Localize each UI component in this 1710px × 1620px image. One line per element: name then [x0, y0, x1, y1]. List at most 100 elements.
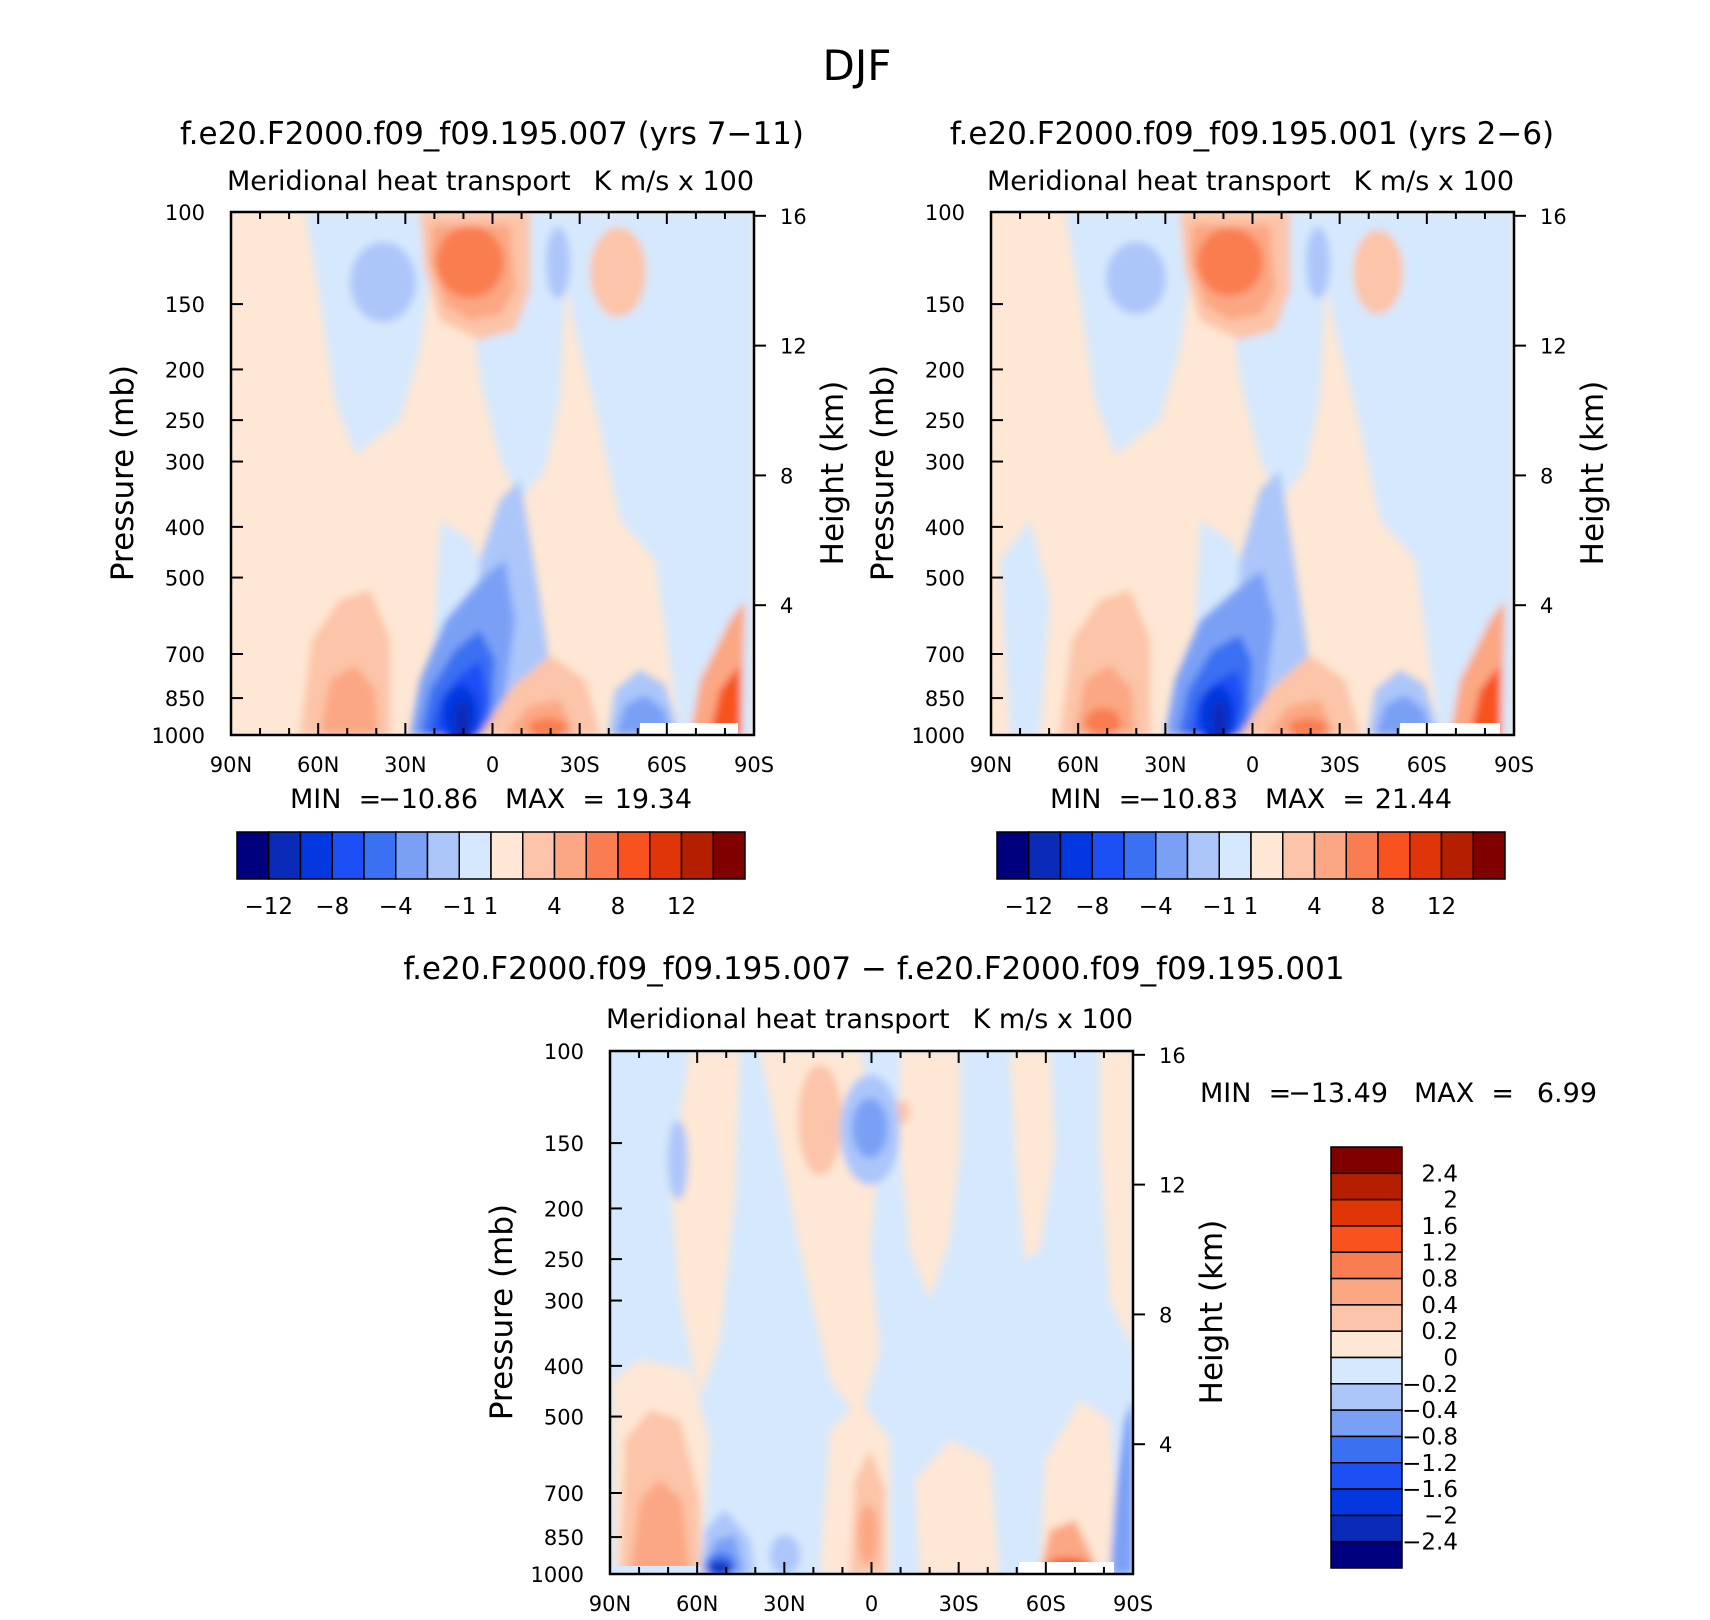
colorbar-box: [1123, 831, 1157, 880]
colorbar-box: [458, 831, 492, 880]
colorbar-box: [1250, 831, 1284, 880]
y-tick-label: 500: [925, 567, 965, 591]
y2-tick-label: 12: [1159, 1174, 1186, 1198]
stats-max-value: 19.34: [615, 784, 692, 815]
panel-subtitle-right: K m/s x 100: [973, 1004, 1133, 1035]
y2-tick-label: 8: [1159, 1303, 1172, 1327]
colorbar-label: 8: [611, 894, 626, 920]
colorbar-box: [1330, 1225, 1403, 1253]
stats-max-label: MAX =: [1414, 1078, 1514, 1109]
panel-title: f.e20.F2000.f09_f09.195.007 − f.e20.F200…: [403, 951, 1344, 987]
colorbar-label: −1: [1202, 894, 1236, 920]
negative-cell: [1211, 700, 1227, 735]
missing-data: [610, 1566, 700, 1574]
colorbar-label: −12: [244, 894, 293, 920]
y2-tick-label: 4: [1159, 1433, 1172, 1457]
colorbar-label: −4: [379, 894, 413, 920]
colorbar-box: [1330, 1304, 1403, 1332]
colorbar-label: −4: [1139, 894, 1173, 920]
stats-min-label: MIN =: [290, 784, 381, 815]
negative-cell: [546, 227, 570, 299]
colorbar-box: [996, 831, 1030, 880]
y-tick-label: 400: [925, 516, 965, 540]
negative-cell: [1106, 242, 1166, 314]
y-tick-label: 150: [925, 293, 965, 317]
colorbar-box: [1091, 831, 1125, 880]
y-tick-label: 400: [165, 516, 205, 540]
y-tick-label: 300: [165, 451, 205, 475]
negative-cell: [668, 1120, 688, 1200]
colorbar-box: [1218, 831, 1252, 880]
panel-subtitle-right: K m/s x 100: [1354, 166, 1514, 197]
positive-band: [1010, 1051, 1055, 1260]
panel-top-left: f.e20.F2000.f09_f09.195.007 (yrs 7−11) M…: [105, 116, 851, 920]
colorbar-label: 0.4: [1421, 1293, 1458, 1319]
colorbar-box: [1282, 831, 1316, 880]
stats-min-value: −10.83: [1138, 784, 1238, 815]
y-tick-label: 250: [165, 409, 205, 433]
y-axis-label: Pressure (mb): [105, 365, 141, 581]
negative-cell: [350, 242, 416, 322]
y-tick-label: 500: [165, 567, 205, 591]
colorbar-label: −1.2: [1402, 1451, 1458, 1477]
colorbar-label: −1: [442, 894, 476, 920]
y-tick-label: 1000: [152, 724, 205, 748]
negative-cell: [852, 1098, 888, 1158]
colorbar-label: −0.4: [1402, 1398, 1458, 1424]
positive-band: [1100, 1051, 1133, 1350]
stats-max-value: 6.99: [1537, 1078, 1597, 1109]
y-tick-label: 700: [165, 643, 205, 667]
colorbar-box: [1377, 831, 1411, 880]
colorbar-label: 1: [1244, 894, 1259, 920]
y-tick-label: 700: [544, 1482, 584, 1506]
positive-cell: [630, 1480, 690, 1574]
y-axis-label: Pressure (mb): [484, 1204, 520, 1420]
positive-cell: [1085, 708, 1121, 735]
x-tick-label: 60S: [1026, 1592, 1066, 1616]
colorbar-box: [680, 831, 714, 880]
y2-tick-label: 8: [1540, 464, 1553, 488]
missing-data: [1019, 1562, 1114, 1574]
y2-axis-label: Height (km): [815, 381, 851, 566]
y-tick-label: 300: [925, 451, 965, 475]
colorbar-label: −12: [1004, 894, 1053, 920]
stats-min-value: −13.49: [1288, 1078, 1388, 1109]
x-tick-label: 90S: [1113, 1592, 1153, 1616]
colorbar-box: [1330, 1409, 1403, 1438]
colorbar-label: 1.6: [1421, 1214, 1458, 1240]
positive-band: [670, 1051, 740, 1400]
colorbar-box: [649, 831, 683, 880]
colorbar-label: 2.4: [1421, 1161, 1458, 1187]
figure-title: DJF: [823, 41, 892, 90]
y-tick-label: 300: [544, 1290, 584, 1314]
positive-cell: [528, 718, 568, 735]
colorbar-label: 0: [1443, 1346, 1458, 1372]
x-tick-label: 30S: [560, 753, 600, 777]
x-tick-label: 30S: [1320, 753, 1360, 777]
colorbar-box: [585, 831, 619, 880]
stats-min-value: −10.86: [378, 784, 478, 815]
colorbar-box: [1186, 831, 1220, 880]
x-tick-label: 0: [1246, 753, 1259, 777]
stats-max-value: 21.44: [1375, 784, 1452, 815]
colorbar-label: 0.2: [1421, 1319, 1458, 1345]
contour-field: [610, 1051, 1133, 1574]
x-tick-label: 60S: [647, 753, 687, 777]
positive-cell: [320, 665, 378, 735]
colorbar-label: −1.6: [1402, 1477, 1458, 1503]
x-tick-label: 30N: [763, 1592, 805, 1616]
colorbar-box: [1330, 1383, 1403, 1411]
colorbar-box: [1330, 1277, 1403, 1306]
y2-tick-label: 12: [780, 335, 807, 359]
colorbar-label: −8: [1075, 894, 1109, 920]
colorbar-box: [268, 831, 302, 880]
colorbar-box: [1330, 1330, 1403, 1359]
colorbar-box: [1330, 1462, 1403, 1490]
colorbar-label: 4: [1307, 894, 1322, 920]
stats-min-label: MIN =: [1050, 784, 1141, 815]
y-tick-label: 150: [544, 1132, 584, 1156]
panel-subtitle-left: Meridional heat transport: [606, 1004, 950, 1035]
negative-band: [1065, 212, 1200, 455]
colorbar-box: [1330, 1540, 1403, 1569]
